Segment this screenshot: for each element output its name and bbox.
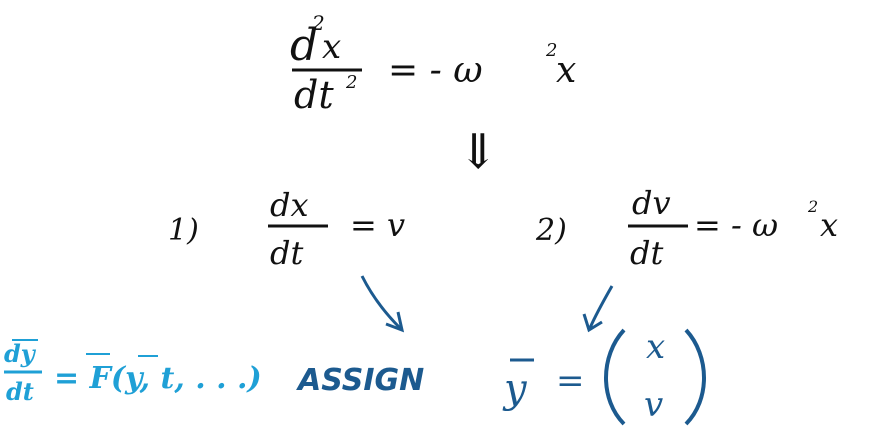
assign-label: ASSIGN — [296, 363, 424, 398]
main-den-sup: 2 — [345, 72, 357, 93]
vector-lhs: y — [502, 366, 528, 412]
main-rhs: = - ω — [388, 50, 483, 91]
equation-2: 2) dv dt = - ω 2 x — [535, 184, 838, 272]
vector-definition: y = x v — [502, 327, 706, 426]
general-ode: dy dt = F(y, t, . . .) — [4, 339, 262, 406]
arrow-from-eq2 — [588, 285, 614, 329]
eq2-rhs-var: x — [820, 206, 838, 244]
main-num-d: d — [290, 20, 318, 71]
eq1-den: dt — [270, 234, 303, 272]
general-num: dy — [4, 339, 37, 368]
arrow-from-eq1 — [360, 275, 402, 330]
arrow-from-eq2-head — [582, 313, 603, 333]
arrow-from-eq1-head — [385, 311, 405, 333]
eq2-num: dv — [632, 184, 671, 222]
eq1-rhs: = v — [350, 206, 405, 244]
main-num-var: x — [322, 27, 341, 67]
vector-top: x — [646, 327, 665, 367]
eq2-rhs-sup: 2 — [807, 197, 818, 216]
eq1-index: 1) — [168, 213, 199, 248]
main-rhs-sup: 2 — [545, 40, 557, 61]
eq2-rhs: = - ω — [694, 206, 778, 244]
main-rhs-var: x — [556, 50, 576, 91]
vector-right-paren — [684, 328, 706, 426]
main-den-d: dt — [294, 73, 334, 117]
vector-bottom: v — [644, 385, 663, 425]
implies-arrow: ⇓ — [458, 124, 498, 180]
equation-1: 1) dx dt = v — [168, 186, 405, 272]
vector-eq: = — [556, 361, 585, 401]
main-num-sup: 2 — [311, 11, 325, 35]
eq1-num: dx — [270, 186, 309, 224]
general-den: dt — [6, 377, 34, 406]
eq2-index: 2) — [535, 213, 567, 248]
general-rhs: = F(y, t, . . .) — [54, 361, 262, 396]
main-equation: d 2 x dt 2 = - ω 2 x — [290, 11, 576, 117]
vector-left-paren — [604, 328, 626, 426]
eq2-den: dt — [630, 234, 663, 272]
